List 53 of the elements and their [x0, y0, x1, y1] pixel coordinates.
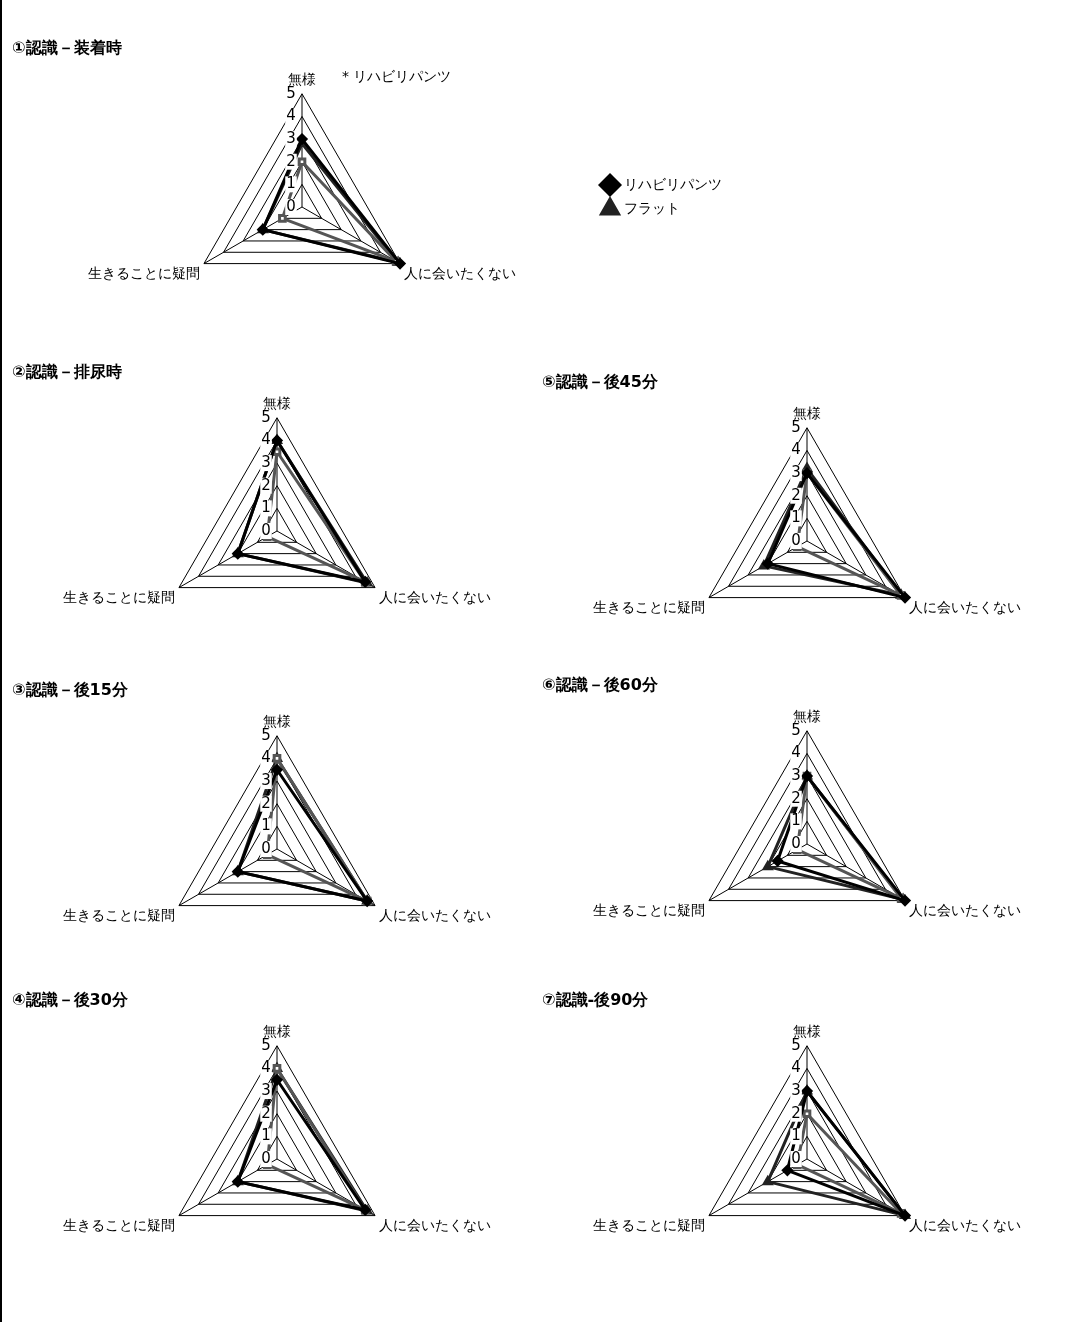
y-tick-label: 4: [261, 430, 271, 449]
y-tick-label: 1: [286, 174, 296, 193]
y-tick-label: 4: [791, 743, 801, 762]
spoke-label: 生きることに疑問: [62, 589, 175, 606]
y-tick-label: 3: [261, 770, 271, 789]
y-tick-label: 3: [286, 128, 296, 147]
spoke-label: 生きることに疑問: [592, 1217, 705, 1234]
y-tick-label: 3: [791, 1080, 801, 1099]
y-tick-label: 2: [791, 788, 801, 807]
spoke-label: 生きることに疑問: [592, 902, 705, 919]
y-tick-label: 4: [286, 106, 296, 125]
y-tick-label: 2: [261, 793, 271, 812]
y-tick-label: 1: [791, 508, 801, 527]
spoke-label: 人に会いたくない: [909, 599, 1022, 616]
y-tick-label: 1: [261, 816, 271, 835]
y-tick-label: 3: [261, 452, 271, 471]
chart-title: ③認識－後15分: [12, 680, 129, 701]
spoke-label: 生きることに疑問: [62, 907, 175, 924]
spoke-label: 生きることに疑問: [592, 599, 705, 616]
chart-title: ①認識－装着時: [12, 38, 123, 59]
chart-title: ⑤認識－後45分: [542, 372, 659, 393]
y-tick-label: 1: [791, 1126, 801, 1145]
y-tick-label: 2: [791, 1103, 801, 1122]
spoke-label: 人に会いたくない: [404, 265, 517, 282]
spoke-label: 生きることに疑問: [87, 265, 200, 282]
y-tick-label: 4: [791, 440, 801, 459]
y-tick-label: 3: [791, 765, 801, 784]
y-tick-label: 0: [286, 196, 296, 215]
chart-title: ⑦認識-後90分: [542, 990, 650, 1011]
y-tick-label: 4: [261, 748, 271, 767]
spoke-label: 人に会いたくない: [379, 1217, 492, 1234]
text: * リハビリパンツ: [342, 68, 452, 85]
y-tick-label: 3: [791, 462, 801, 481]
legend-label: リハビリパンツ: [624, 175, 722, 192]
y-tick-label: 4: [261, 1058, 271, 1077]
y-tick-label: 3: [261, 1080, 271, 1099]
y-tick-label: 2: [286, 151, 296, 170]
y-tick-label: 2: [261, 475, 271, 494]
chart-title: ④認識－後30分: [12, 990, 129, 1011]
legend-label: フラット: [624, 199, 680, 216]
y-tick-label: 2: [261, 1103, 271, 1122]
y-tick-label: 1: [791, 811, 801, 830]
y-tick-label: 1: [261, 498, 271, 517]
spoke-label: 人に会いたくない: [909, 902, 1022, 919]
y-tick-label: 2: [791, 485, 801, 504]
spoke-label: 人に会いたくない: [379, 589, 492, 606]
chart-title: ②認識－排尿時: [12, 362, 123, 383]
spoke-label: 生きることに疑問: [62, 1217, 175, 1234]
spoke-label: 人に会いたくない: [909, 1217, 1022, 1234]
chart-title: ⑥認識－後60分: [542, 675, 659, 696]
y-tick-label: 1: [261, 1126, 271, 1145]
spoke-label: 人に会いたくない: [379, 907, 492, 924]
y-tick-label: 4: [791, 1058, 801, 1077]
